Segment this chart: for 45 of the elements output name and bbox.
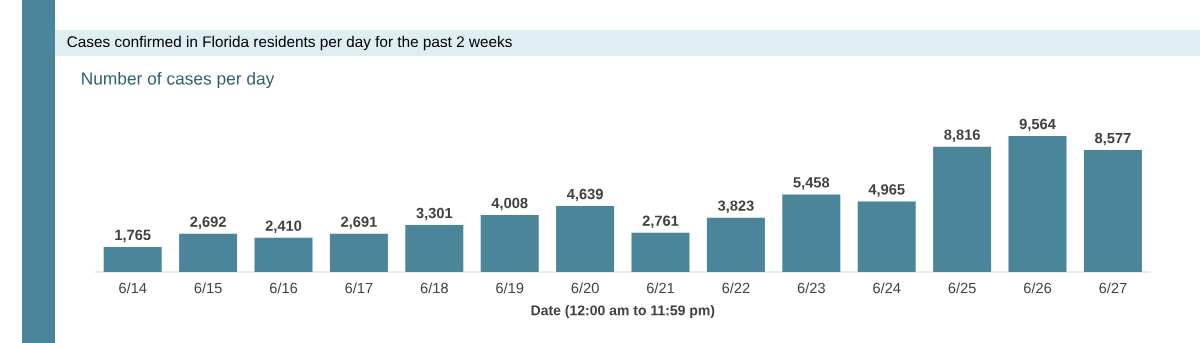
data-label: 4,639	[566, 188, 603, 202]
bar	[405, 225, 464, 272]
bar	[254, 237, 313, 272]
x-tick-label: 6/24	[873, 282, 901, 294]
x-axis-title: Date (12:00 am to 11:59 pm)	[531, 305, 715, 319]
x-tick-label: 6/26	[1023, 282, 1052, 294]
bar	[480, 215, 539, 272]
data-label: 2,692	[190, 216, 226, 230]
data-label: 1,765	[115, 229, 151, 243]
x-tick-label: 6/15	[194, 282, 222, 294]
x-tick-label: 6/17	[345, 282, 373, 294]
bar	[1083, 150, 1142, 272]
data-label: 9,564	[1019, 118, 1056, 132]
bar	[179, 233, 238, 272]
data-label: 2,691	[341, 216, 377, 230]
data-label: 5,458	[793, 177, 830, 190]
data-label: 8,816	[944, 129, 980, 142]
chart-title: Cases confirmed in Florida residents per day for the past 2 weeks	[67, 35, 512, 51]
bar	[556, 206, 615, 272]
x-tick-label: 6/20	[571, 282, 599, 294]
data-label: 4,008	[491, 197, 528, 211]
bar	[933, 146, 992, 272]
data-label: 2,410	[265, 220, 302, 234]
bar	[1008, 136, 1067, 272]
data-label: 3,823	[717, 200, 754, 213]
bar	[782, 194, 841, 272]
bar	[706, 217, 765, 272]
x-tick-label: 6/22	[722, 282, 750, 294]
x-tick-label: 6/16	[269, 282, 298, 294]
x-tick-label: 6/21	[646, 282, 675, 294]
x-tick-label: 6/14	[119, 282, 147, 294]
bar	[857, 201, 916, 272]
bar	[329, 233, 388, 272]
data-label: 4,965	[868, 184, 905, 197]
x-tick-label: 6/25	[948, 282, 976, 294]
x-tick-label: 6/18	[420, 282, 448, 294]
bar	[103, 246, 162, 272]
x-tick-label: 6/19	[496, 282, 524, 294]
bar	[631, 232, 690, 272]
data-label: 8,577	[1095, 132, 1131, 146]
data-label: 3,301	[416, 207, 453, 221]
x-tick-label: 6/23	[797, 282, 825, 294]
data-label: 2,761	[642, 215, 679, 229]
chart-subtitle: Number of cases per day	[82, 71, 275, 89]
x-tick-label: 6/27	[1099, 282, 1127, 294]
